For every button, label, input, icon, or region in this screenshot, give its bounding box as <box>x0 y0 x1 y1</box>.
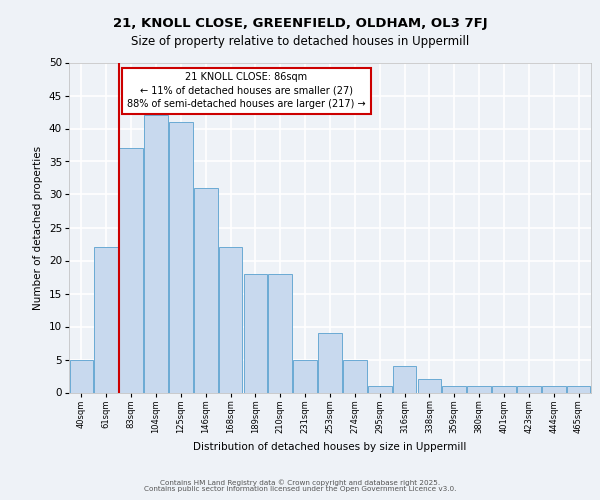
Y-axis label: Number of detached properties: Number of detached properties <box>33 146 43 310</box>
X-axis label: Distribution of detached houses by size in Uppermill: Distribution of detached houses by size … <box>193 442 467 452</box>
Bar <box>492 386 516 392</box>
Text: 21 KNOLL CLOSE: 86sqm
← 11% of detached houses are smaller (27)
88% of semi-deta: 21 KNOLL CLOSE: 86sqm ← 11% of detached … <box>127 72 366 109</box>
Bar <box>169 122 193 392</box>
Bar <box>268 274 292 392</box>
Bar <box>517 386 541 392</box>
Bar <box>119 148 143 392</box>
Bar <box>368 386 392 392</box>
Text: Contains HM Land Registry data © Crown copyright and database right 2025.
Contai: Contains HM Land Registry data © Crown c… <box>144 479 456 492</box>
Bar <box>194 188 218 392</box>
Text: 21, KNOLL CLOSE, GREENFIELD, OLDHAM, OL3 7FJ: 21, KNOLL CLOSE, GREENFIELD, OLDHAM, OL3… <box>113 18 487 30</box>
Bar <box>144 116 168 392</box>
Bar <box>94 248 118 392</box>
Bar <box>70 360 93 392</box>
Bar <box>567 386 590 392</box>
Bar <box>219 248 242 392</box>
Bar <box>343 360 367 392</box>
Bar <box>442 386 466 392</box>
Bar <box>542 386 566 392</box>
Bar <box>393 366 416 392</box>
Bar <box>467 386 491 392</box>
Bar <box>318 333 342 392</box>
Bar <box>293 360 317 392</box>
Bar <box>418 380 441 392</box>
Text: Size of property relative to detached houses in Uppermill: Size of property relative to detached ho… <box>131 35 469 48</box>
Bar <box>244 274 267 392</box>
